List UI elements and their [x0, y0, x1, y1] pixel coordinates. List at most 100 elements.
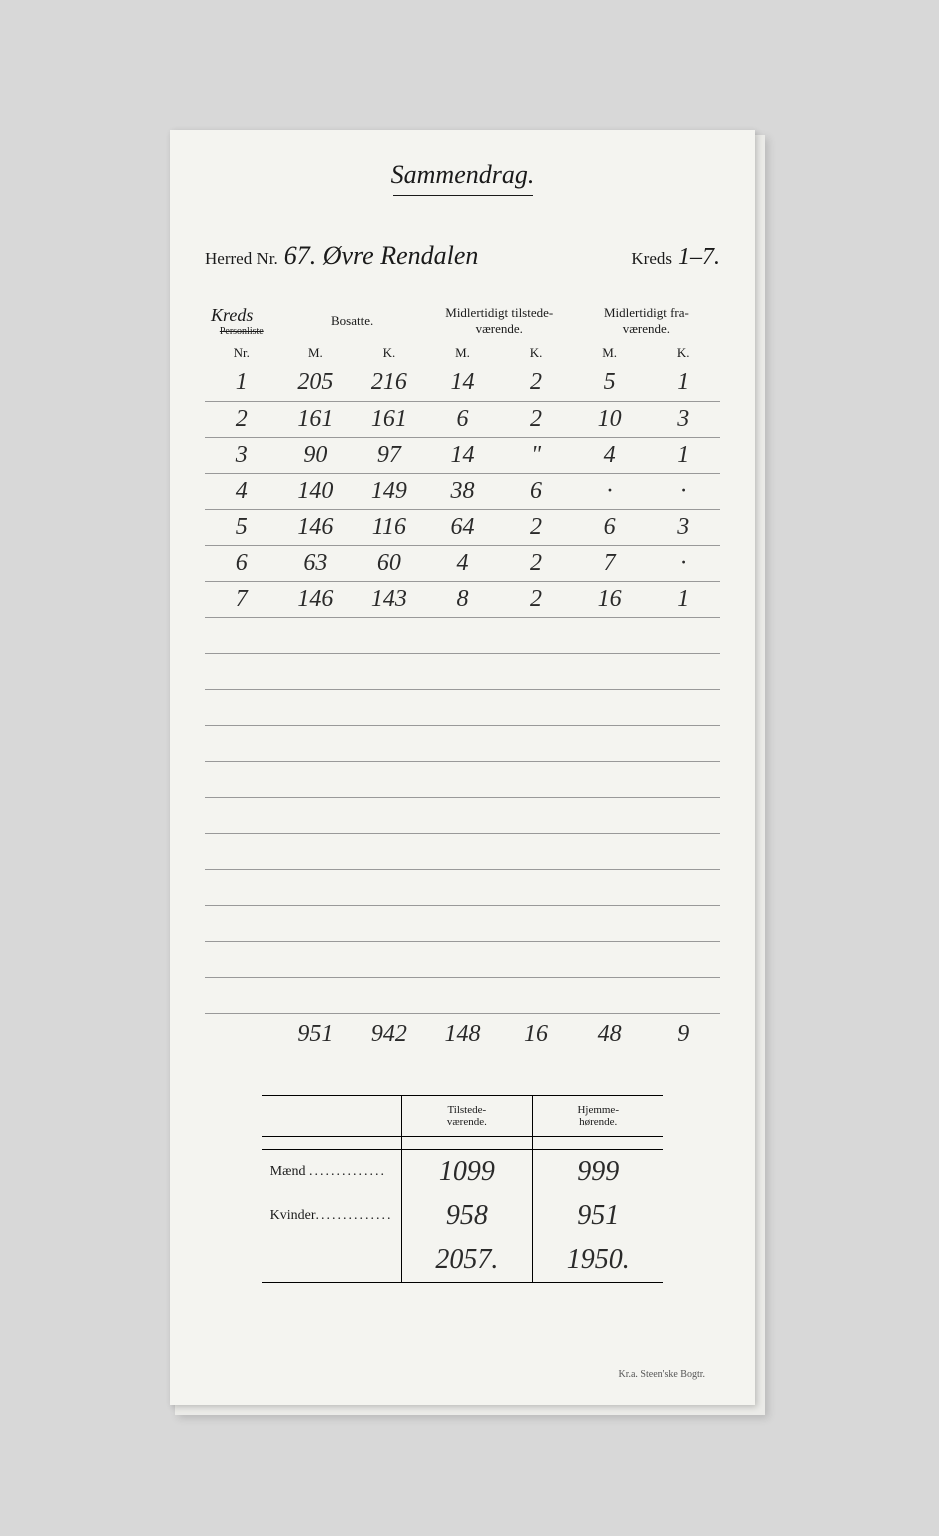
- total-hjemme: 1950.: [533, 1238, 664, 1283]
- cell-bm: 146: [279, 509, 353, 545]
- kreds-range: 1–7.: [678, 244, 720, 271]
- table-row-blank: [205, 941, 720, 977]
- cell-nr: 6: [205, 545, 279, 581]
- kvinder-tilstede: 958: [401, 1194, 533, 1238]
- sum-col-hjemme: Hjemme- hørende.: [533, 1096, 664, 1137]
- cell-fk: ·: [646, 545, 720, 581]
- cell-bm: 140: [279, 473, 353, 509]
- cell-bk: 216: [352, 365, 426, 401]
- herred-value: 67. Øvre Rendalen: [284, 241, 626, 271]
- table-row-blank: [205, 797, 720, 833]
- main-table: Kreds Personliste Bosatte. Midlertidigt …: [205, 301, 720, 1055]
- cell-bk: 143: [352, 581, 426, 617]
- header-line: Herred Nr. 67. Øvre Rendalen Kreds 1–7.: [205, 241, 720, 271]
- table-row: 4140149386··: [205, 473, 720, 509]
- col-bk: K.: [352, 341, 426, 365]
- kvinder-hjemme: 951: [533, 1194, 664, 1238]
- col-tm: M.: [426, 341, 500, 365]
- table-row: 120521614251: [205, 365, 720, 401]
- table-row-blank: [205, 833, 720, 869]
- total-fk: 9: [646, 1013, 720, 1055]
- cell-bk: 149: [352, 473, 426, 509]
- cell-fm: 7: [573, 545, 647, 581]
- cell-nr: 7: [205, 581, 279, 617]
- col-tk: K.: [499, 341, 573, 365]
- cell-bm: 161: [279, 401, 353, 437]
- table-row: 714614382161: [205, 581, 720, 617]
- document-page: Sammendrag. Herred Nr. 67. Øvre Rendalen…: [170, 130, 755, 1405]
- summary-row-maend: Mænd .............. 1099 999: [262, 1150, 664, 1195]
- maend-hjemme: 999: [533, 1150, 664, 1195]
- cell-fm: 10: [573, 401, 647, 437]
- totals-row: 951 942 148 16 48 9: [205, 1013, 720, 1055]
- sum-col-tilstede: Tilstede- værende.: [401, 1096, 533, 1137]
- table-row-blank: [205, 977, 720, 1013]
- col-nr: Nr.: [205, 341, 279, 365]
- cell-fk: 1: [646, 437, 720, 473]
- total-tilstede: 2057.: [401, 1238, 533, 1283]
- cell-bm: 90: [279, 437, 353, 473]
- table-row: 66360427·: [205, 545, 720, 581]
- cell-fm: 4: [573, 437, 647, 473]
- table-row-blank: [205, 725, 720, 761]
- cell-fk: 1: [646, 365, 720, 401]
- cell-tm: 14: [426, 365, 500, 401]
- herred-label: Herred Nr.: [205, 249, 278, 269]
- table-body: 1205216142512161161621033909714"41414014…: [205, 365, 720, 1013]
- maend-tilstede: 1099: [401, 1150, 533, 1195]
- col-fm: M.: [573, 341, 647, 365]
- cell-nr: 5: [205, 509, 279, 545]
- cell-fk: 3: [646, 509, 720, 545]
- herred-nr: 67.: [284, 241, 317, 270]
- cell-bk: 161: [352, 401, 426, 437]
- kreds-label: Kreds: [631, 249, 672, 269]
- cell-tk: 2: [499, 509, 573, 545]
- table-row-blank: [205, 689, 720, 725]
- total-bk: 942: [352, 1013, 426, 1055]
- cell-bk: 60: [352, 545, 426, 581]
- table-row-blank: [205, 617, 720, 653]
- cell-fm: 6: [573, 509, 647, 545]
- cell-nr: 2: [205, 401, 279, 437]
- table-row: 514611664263: [205, 509, 720, 545]
- table-row-blank: [205, 869, 720, 905]
- cell-tm: 4: [426, 545, 500, 581]
- total-tk: 16: [499, 1013, 573, 1055]
- cell-bm: 63: [279, 545, 353, 581]
- cell-fk: ·: [646, 473, 720, 509]
- cell-fm: 5: [573, 365, 647, 401]
- cell-tm: 14: [426, 437, 500, 473]
- label-kvinder: Kvinder..............: [262, 1194, 401, 1238]
- cell-fk: 3: [646, 401, 720, 437]
- table-row: 216116162103: [205, 401, 720, 437]
- cell-tm: 6: [426, 401, 500, 437]
- herred-name: Øvre Rendalen: [323, 241, 479, 270]
- total-bm: 951: [279, 1013, 353, 1055]
- title-underline: [393, 195, 533, 196]
- col-fk: K.: [646, 341, 720, 365]
- summary-row-kvinder: Kvinder.............. 958 951: [262, 1194, 664, 1238]
- cell-bk: 116: [352, 509, 426, 545]
- cell-tk: 2: [499, 545, 573, 581]
- cell-fm: ·: [573, 473, 647, 509]
- corner-written: Kreds: [207, 305, 277, 326]
- table-row-blank: [205, 761, 720, 797]
- col-bm: M.: [279, 341, 353, 365]
- printer-footer: Kr.a. Steen'ske Bogtr.: [618, 1369, 705, 1380]
- total-fm: 48: [573, 1013, 647, 1055]
- cell-tk: ": [499, 437, 573, 473]
- cell-tm: 38: [426, 473, 500, 509]
- cell-tk: 6: [499, 473, 573, 509]
- corner-struck: Personliste: [207, 326, 277, 337]
- cell-nr: 4: [205, 473, 279, 509]
- summary-header: Tilstede- værende. Hjemme- hørende.: [262, 1096, 664, 1137]
- summary-table: Tilstede- værende. Hjemme- hørende. Mænd…: [262, 1095, 664, 1283]
- total-tm: 148: [426, 1013, 500, 1055]
- cell-nr: 3: [205, 437, 279, 473]
- col-bosatte: Bosatte.: [279, 301, 426, 341]
- cell-bm: 205: [279, 365, 353, 401]
- col-fravaer: Midlertidigt fra- værende.: [573, 301, 720, 341]
- table-row-blank: [205, 653, 720, 689]
- cell-tk: 2: [499, 581, 573, 617]
- cell-tk: 2: [499, 365, 573, 401]
